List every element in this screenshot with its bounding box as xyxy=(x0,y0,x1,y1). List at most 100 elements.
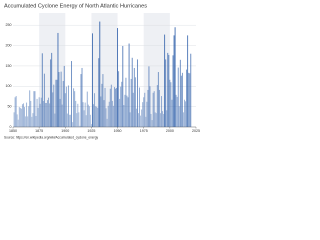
bar xyxy=(172,55,174,127)
x-tick-label: 1925 xyxy=(87,129,95,133)
bar xyxy=(66,113,68,127)
background-band xyxy=(91,13,118,127)
bar xyxy=(100,96,102,127)
x-tick-label: 1875 xyxy=(35,129,43,133)
bar xyxy=(33,91,35,127)
bar xyxy=(21,104,23,127)
bar xyxy=(167,52,169,127)
bar xyxy=(17,119,19,127)
bar xyxy=(59,98,61,127)
bar xyxy=(32,113,34,127)
bar xyxy=(55,79,57,127)
bar xyxy=(120,86,122,127)
bar xyxy=(30,100,32,127)
bar xyxy=(64,93,66,127)
bar xyxy=(140,115,142,127)
bar xyxy=(171,99,173,127)
x-tick-label: 2000 xyxy=(166,129,174,133)
bar xyxy=(39,103,41,127)
bar xyxy=(129,112,131,127)
bar xyxy=(101,83,103,127)
bar xyxy=(31,116,33,127)
bar xyxy=(62,80,64,127)
bar xyxy=(13,112,15,127)
bar xyxy=(24,107,25,127)
bar xyxy=(69,114,70,127)
bar xyxy=(150,113,152,127)
bar xyxy=(79,125,81,127)
bar xyxy=(65,86,67,127)
bar xyxy=(58,72,60,127)
bar xyxy=(124,94,126,127)
bar xyxy=(98,58,100,127)
bar xyxy=(144,92,146,127)
bar xyxy=(41,53,43,127)
y-tick-label: 50 xyxy=(8,105,12,109)
y-tick-label: 0 xyxy=(10,125,12,129)
bar xyxy=(109,88,111,127)
bar xyxy=(162,111,163,127)
bar xyxy=(71,61,73,127)
bar xyxy=(176,96,178,127)
bar xyxy=(116,87,117,127)
bar xyxy=(111,100,113,127)
bar xyxy=(161,96,162,127)
bar xyxy=(56,79,58,127)
y-tick-label: 150 xyxy=(6,64,12,68)
bar xyxy=(51,52,53,127)
bar xyxy=(131,57,133,127)
bar xyxy=(119,98,121,127)
bar xyxy=(103,100,105,127)
x-tick-label: 1900 xyxy=(61,129,69,133)
bar xyxy=(180,75,182,127)
bar xyxy=(35,116,37,127)
bar xyxy=(15,96,17,127)
bar xyxy=(67,85,69,127)
bar xyxy=(179,59,181,128)
bar xyxy=(52,92,54,127)
bar xyxy=(42,100,44,127)
bar xyxy=(77,103,79,127)
bar xyxy=(105,108,107,127)
bar xyxy=(102,74,104,127)
bar xyxy=(54,113,56,127)
x-tick-label: 1950 xyxy=(114,129,122,133)
bar xyxy=(190,53,192,127)
bar xyxy=(46,102,47,127)
bar xyxy=(147,89,149,127)
bar xyxy=(132,92,134,127)
bar xyxy=(121,81,123,127)
bar xyxy=(82,102,84,127)
bar xyxy=(75,100,77,127)
bar xyxy=(61,104,63,127)
bar xyxy=(86,91,88,127)
x-tick-label: 1850 xyxy=(9,129,17,133)
bar xyxy=(26,102,28,127)
bar xyxy=(88,106,90,127)
chart: Accumulated Cyclone Energy of North Atla… xyxy=(4,3,200,139)
bar xyxy=(141,109,143,127)
bar xyxy=(81,67,83,127)
bar xyxy=(151,120,153,127)
bar xyxy=(95,106,97,127)
bar xyxy=(174,27,176,127)
bar xyxy=(106,118,108,127)
bar xyxy=(93,104,94,127)
bar xyxy=(155,113,157,127)
bar xyxy=(90,124,92,127)
bar xyxy=(125,77,127,127)
bar xyxy=(163,113,165,127)
bar xyxy=(112,105,114,127)
bar xyxy=(47,100,48,127)
bar xyxy=(92,33,93,127)
bar xyxy=(130,78,132,127)
bar xyxy=(149,86,151,127)
bar xyxy=(158,89,160,127)
bar xyxy=(185,101,186,127)
bar xyxy=(175,94,177,127)
bar xyxy=(57,32,59,128)
bar xyxy=(84,102,86,127)
bar xyxy=(25,116,26,127)
bar xyxy=(49,103,51,127)
bar xyxy=(99,21,101,127)
